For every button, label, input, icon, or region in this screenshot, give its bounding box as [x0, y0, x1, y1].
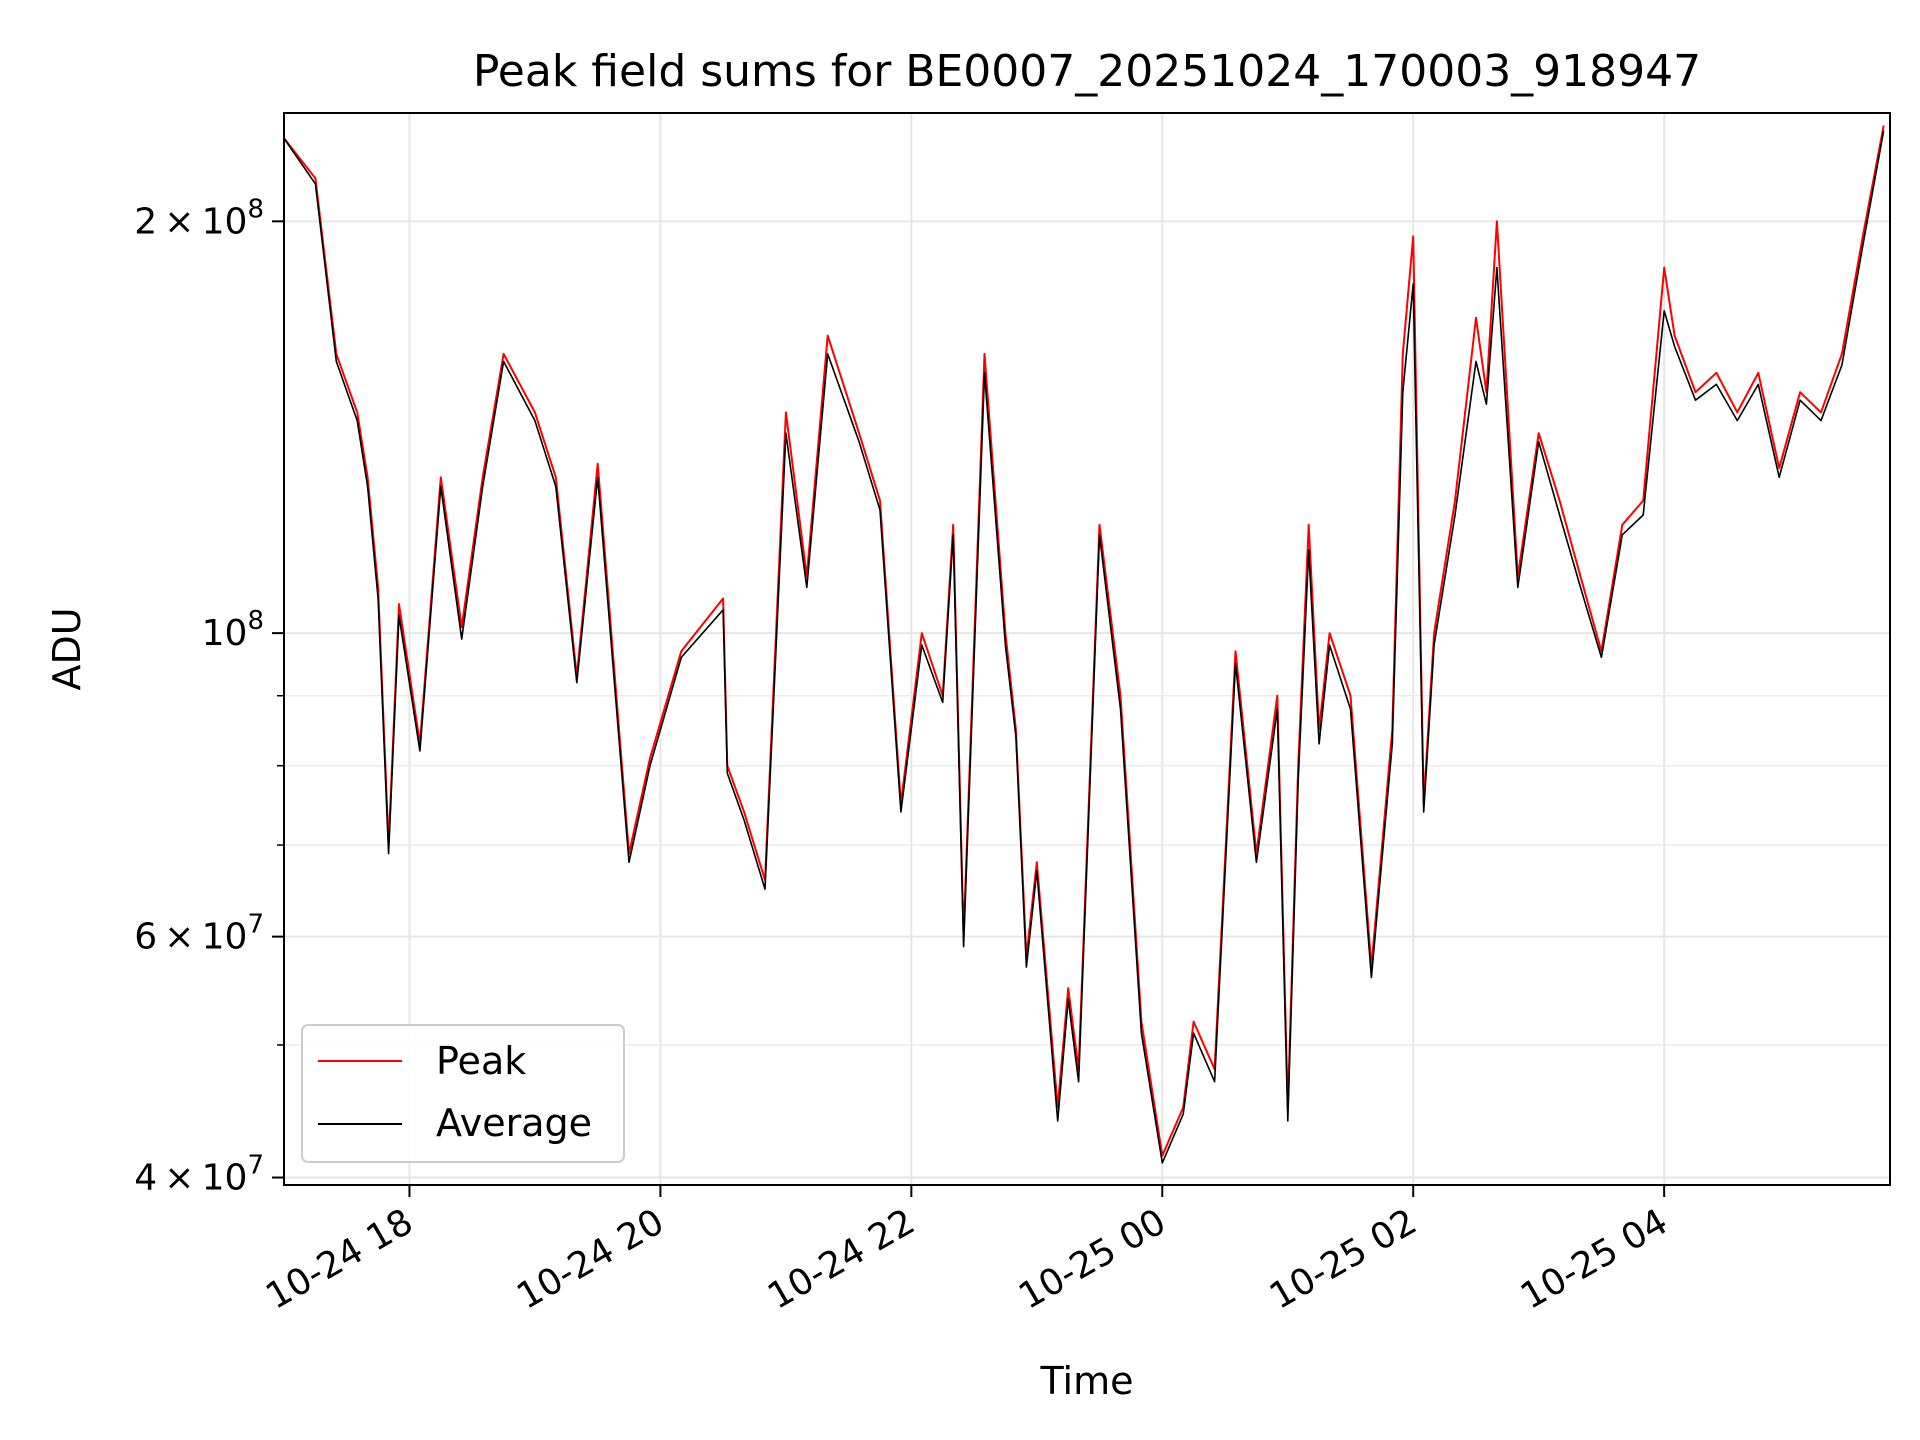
x-tick-label: 10-25 04 — [1514, 1201, 1675, 1317]
legend: Peak Average — [301, 1024, 625, 1163]
y-tick-label: 2 × 108 — [134, 194, 264, 242]
series-line-peak — [284, 125, 1885, 1157]
x-tick-label: 10-25 00 — [1012, 1201, 1173, 1317]
x-tick-label: 10-24 18 — [259, 1201, 420, 1317]
y-tick-label: 4 × 107 — [134, 1151, 264, 1199]
x-axis: 10-24 18 10-24 20 10-24 22 10-25 00 10-25 02… — [259, 1185, 1675, 1318]
series-layer — [284, 125, 1885, 1164]
legend-label-average: Average — [436, 1101, 592, 1145]
legend-label-peak: Peak — [436, 1039, 526, 1083]
x-axis-label: Time — [1040, 1359, 1134, 1403]
legend-box — [301, 1024, 625, 1163]
y-tick-label: 6 × 107 — [134, 910, 264, 958]
series-line-average — [284, 130, 1885, 1164]
chart-title: Peak field sums for BE0007_20251024_1700… — [473, 46, 1701, 97]
x-tick-label: 10-24 20 — [510, 1201, 671, 1317]
y-axis-label: ADU — [45, 607, 89, 690]
x-tick-label: 10-24 22 — [761, 1201, 922, 1317]
x-tick-label: 10-25 02 — [1263, 1201, 1424, 1317]
plot-frame — [283, 112, 1891, 1186]
y-tick-label: 108 — [202, 606, 264, 654]
y-axis: 4 × 107 6 × 107 108 2 × 108 — [134, 194, 284, 1199]
